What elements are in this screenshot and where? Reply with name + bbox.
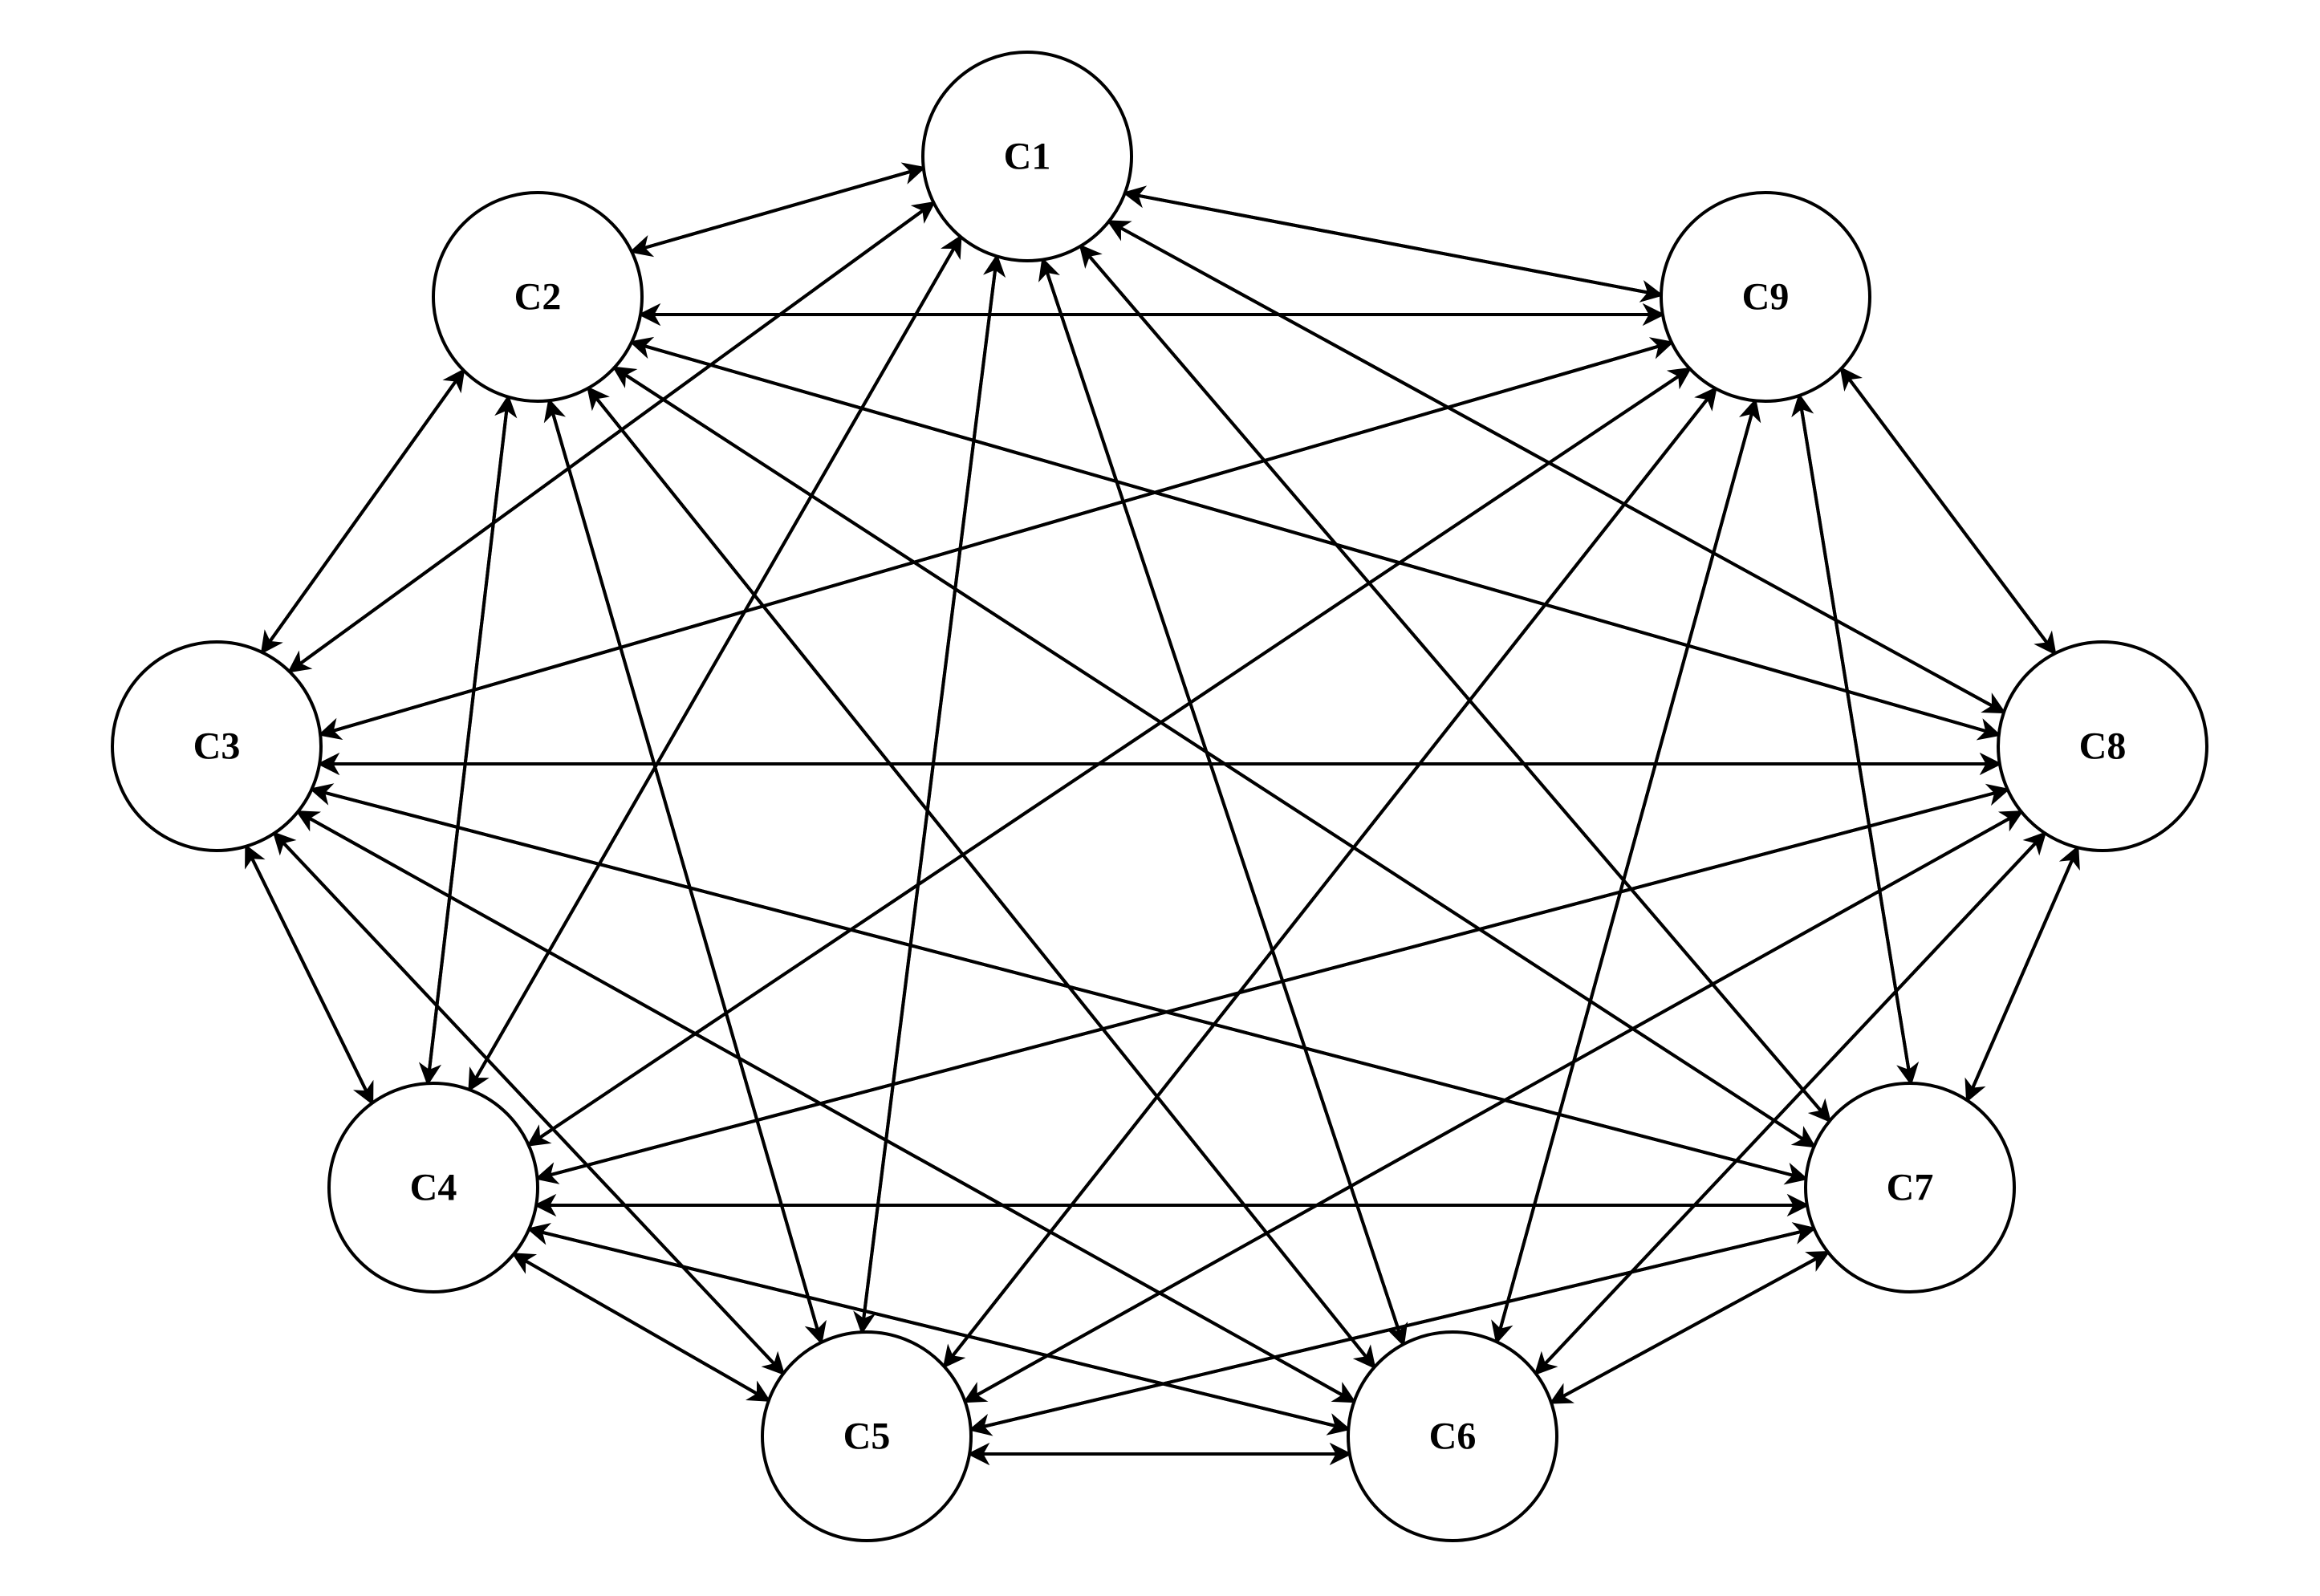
edge-C5-C2 [550,402,821,1341]
node-C6: C6 [1348,1332,1557,1541]
edge-C9-C7 [1800,397,1911,1082]
edge-C5-C3 [275,835,782,1373]
edge-C9-C8 [1843,370,2054,652]
node-label-C9: C9 [1742,276,1790,319]
node-label-C8: C8 [2079,725,2127,768]
edge-C3-C2 [263,372,463,651]
edge-C9-C6 [1497,402,1755,1340]
edge-C8-C2 [633,343,1997,734]
edge-C8-C7 [1968,849,2077,1099]
node-C5: C5 [762,1332,971,1541]
node-C2: C2 [433,193,642,401]
node-label-C3: C3 [193,725,241,768]
edge-C2-C1 [633,169,922,251]
node-C3: C3 [112,642,321,851]
node-label-C2: C2 [514,276,562,319]
network-diagram: C1 C2 C3 C4 C5 C6 C7 C8 C9 [0,0,2320,1596]
node-C4: C4 [329,1083,538,1292]
node-label-C6: C6 [1429,1415,1477,1458]
node-C9: C9 [1661,193,1870,401]
edge-C4-C2 [428,399,508,1082]
node-label-C1: C1 [1004,136,1051,178]
edge-C4-C3 [247,847,372,1102]
node-label-C5: C5 [843,1415,891,1458]
node-C8: C8 [1998,642,2207,851]
edge-C7-C3 [313,790,1804,1178]
node-label-C7: C7 [1887,1167,1934,1209]
edge-C7-C6 [1553,1253,1827,1402]
edge-C8-C4 [538,790,2006,1179]
node-C1: C1 [923,52,1132,261]
nodes-layer: C1 C2 C3 C4 C5 C6 C7 C8 C9 [112,52,2207,1541]
node-C7: C7 [1806,1083,2014,1292]
edge-C9-C1 [1127,193,1660,294]
edge-C6-C2 [589,389,1373,1366]
edge-C5-C1 [862,258,997,1330]
node-label-C4: C4 [410,1167,457,1209]
